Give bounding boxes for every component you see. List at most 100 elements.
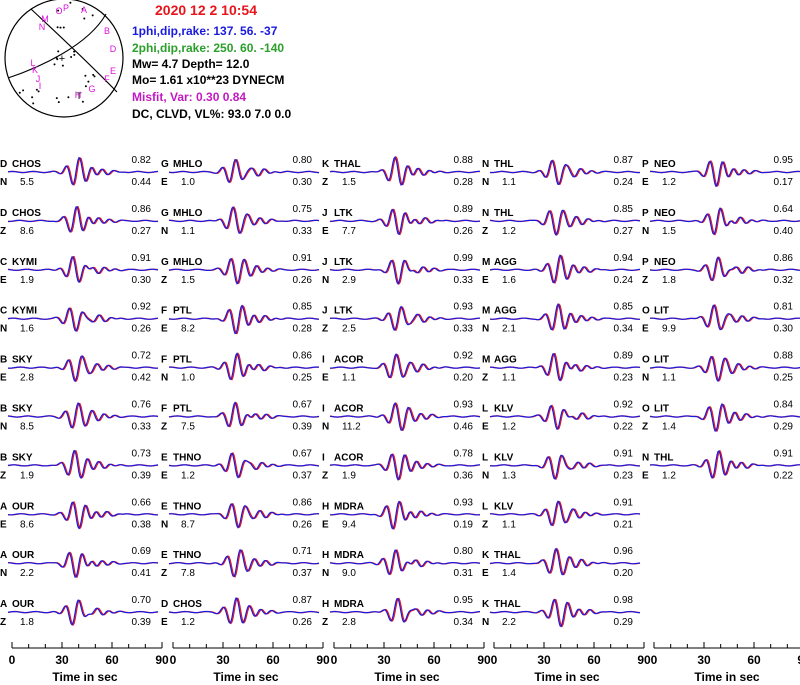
dc-clvd-info: DC, CLVD, VL%: 93.0 7.0 0.0 bbox=[132, 107, 291, 121]
component: Z bbox=[161, 422, 167, 433]
station-code: A bbox=[0, 550, 7, 561]
synthetic-trace bbox=[489, 159, 641, 186]
amplitude: 0.41 bbox=[132, 568, 152, 579]
component: N bbox=[322, 422, 329, 433]
station-panel-thno-e: E THNO E 1.2 0.67 0.37 bbox=[161, 448, 320, 481]
component: E bbox=[322, 373, 329, 384]
synthetic-trace bbox=[168, 597, 320, 625]
station-code: F bbox=[161, 404, 167, 415]
amplitude: 0.19 bbox=[454, 519, 474, 530]
beachball-label-d: D bbox=[110, 44, 117, 54]
tension-dot bbox=[57, 50, 60, 53]
time-shift: 8.6 bbox=[20, 519, 34, 530]
station-name: THL bbox=[494, 159, 513, 170]
time-shift: 1.2 bbox=[181, 617, 195, 628]
synthetic-trace bbox=[168, 206, 320, 235]
tick-label: 0 bbox=[651, 653, 658, 667]
component: E bbox=[482, 275, 489, 286]
station-panel-kymi-e: C KYMI E 1.9 0.91 0.30 bbox=[0, 253, 159, 286]
station-panel-ptl-e: F PTL E 8.2 0.85 0.28 bbox=[161, 302, 320, 335]
time-shift: 9.0 bbox=[342, 568, 356, 579]
synthetic-trace bbox=[649, 207, 800, 236]
waveform-panels: D CHOS N 5.5 0.82 0.44 D CHOS Z 8.6 0.86 0.27 C KYMI E… bbox=[0, 155, 800, 628]
cross-correlation: 0.70 bbox=[132, 595, 152, 606]
tension-dot bbox=[83, 17, 86, 20]
station-panel-neo-z: P NEO Z 1.8 0.86 0.32 bbox=[642, 253, 800, 286]
amplitude: 0.32 bbox=[774, 275, 794, 286]
time-shift: 2.2 bbox=[20, 568, 34, 579]
plane2-info: 2phi,dip,rake: 250. 60. -140 bbox=[132, 41, 284, 55]
cross-correlation: 0.73 bbox=[132, 448, 152, 459]
tick-label: 60 bbox=[747, 653, 761, 667]
synthetic-trace bbox=[8, 206, 159, 233]
station-panel-ptl-z: F PTL Z 7.5 0.67 0.39 bbox=[161, 400, 320, 433]
time-shift: 1.1 bbox=[342, 373, 356, 384]
station-name: THL bbox=[494, 208, 513, 219]
time-shift: 1.6 bbox=[502, 275, 516, 286]
cross-correlation: 0.87 bbox=[614, 155, 634, 166]
time-shift: 1.1 bbox=[181, 226, 195, 237]
synthetic-trace bbox=[649, 355, 800, 383]
station-name: MDRA bbox=[334, 599, 364, 610]
component: N bbox=[0, 568, 7, 579]
station-name: MHLO bbox=[173, 159, 203, 170]
station-panel-acor-n: I ACOR N 11.2 0.93 0.46 bbox=[322, 400, 481, 433]
amplitude: 0.24 bbox=[614, 275, 634, 286]
amplitude: 0.44 bbox=[132, 177, 152, 188]
station-name: OUR bbox=[12, 599, 35, 610]
amplitude: 0.26 bbox=[132, 324, 152, 335]
component: E bbox=[482, 568, 489, 579]
amplitude: 0.34 bbox=[454, 617, 474, 628]
amplitude: 0.27 bbox=[132, 226, 152, 237]
tension-dot bbox=[59, 26, 62, 29]
synthetic-trace bbox=[329, 453, 481, 481]
station-panel-mhlo-n: G MHLO N 1.1 0.75 0.33 bbox=[161, 204, 320, 237]
beachball-label-j: J bbox=[36, 74, 41, 84]
station-panel-ltk-e: J LTK E 7.7 0.89 0.26 bbox=[322, 204, 481, 237]
time-shift: 7.5 bbox=[181, 422, 195, 433]
station-code: N bbox=[482, 208, 489, 219]
time-shift: 1.0 bbox=[181, 373, 195, 384]
station-code: D bbox=[161, 599, 168, 610]
station-name: NEO bbox=[654, 159, 676, 170]
station-panel-lit-z: O LIT Z 1.4 0.84 0.29 bbox=[642, 400, 800, 433]
cross-correlation: 0.67 bbox=[293, 400, 313, 411]
station-panel-thl-z: N THL Z 1.2 0.85 0.27 bbox=[482, 204, 641, 237]
component: Z bbox=[322, 470, 328, 481]
station-name: ACOR bbox=[334, 404, 364, 415]
time-shift: 1.2 bbox=[181, 470, 195, 481]
time-shift: 2.8 bbox=[342, 617, 356, 628]
time-shift: 1.1 bbox=[662, 373, 676, 384]
time-shift: 11.2 bbox=[342, 422, 361, 433]
time-shift: 1.1 bbox=[502, 177, 516, 188]
tension-dot bbox=[31, 96, 34, 99]
component: N bbox=[482, 324, 489, 335]
station-code: A bbox=[0, 599, 7, 610]
component: Z bbox=[0, 226, 6, 237]
time-shift: 2.1 bbox=[502, 324, 516, 335]
cross-correlation: 0.72 bbox=[132, 351, 152, 362]
station-name: CHOS bbox=[12, 159, 41, 170]
component: E bbox=[161, 177, 168, 188]
amplitude: 0.31 bbox=[454, 568, 474, 579]
station-code: L bbox=[482, 404, 488, 415]
time-shift: 5.5 bbox=[20, 177, 34, 188]
cross-correlation: 0.87 bbox=[293, 595, 313, 606]
beachball-outline bbox=[4, 0, 124, 118]
synthetic-trace bbox=[7, 156, 159, 186]
amplitude: 0.22 bbox=[774, 470, 794, 481]
cross-correlation: 0.91 bbox=[614, 497, 634, 508]
component: N bbox=[0, 177, 7, 188]
cross-correlation: 0.88 bbox=[774, 351, 794, 362]
synthetic-trace bbox=[649, 403, 800, 432]
component: E bbox=[0, 519, 7, 530]
tension-dot bbox=[73, 53, 76, 56]
station-code: L bbox=[482, 452, 488, 463]
station-name: KLV bbox=[494, 501, 514, 512]
synthetic-trace bbox=[8, 501, 159, 530]
station-code: P bbox=[642, 159, 649, 170]
synthetic-trace bbox=[7, 551, 159, 578]
component: Z bbox=[482, 226, 488, 237]
station-code: K bbox=[482, 599, 490, 610]
station-code: D bbox=[0, 208, 7, 219]
